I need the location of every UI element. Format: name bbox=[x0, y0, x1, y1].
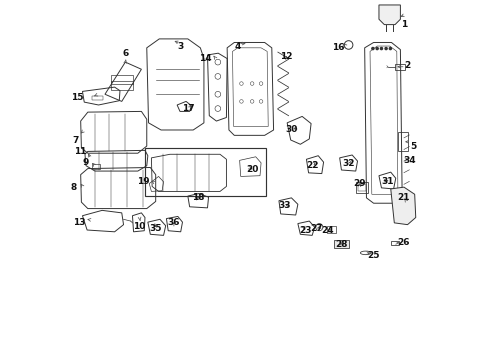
Text: 31: 31 bbox=[382, 177, 394, 186]
Text: 15: 15 bbox=[71, 93, 83, 102]
Text: 4: 4 bbox=[235, 41, 241, 50]
Text: 14: 14 bbox=[199, 54, 212, 63]
Text: 25: 25 bbox=[368, 251, 380, 260]
Text: 7: 7 bbox=[72, 136, 78, 145]
Text: 2: 2 bbox=[404, 61, 411, 70]
Text: 26: 26 bbox=[398, 238, 410, 247]
Bar bbox=[92, 96, 103, 100]
Text: 1: 1 bbox=[401, 20, 407, 29]
Circle shape bbox=[385, 48, 387, 50]
Circle shape bbox=[376, 48, 378, 50]
Text: 18: 18 bbox=[192, 193, 205, 202]
Text: 21: 21 bbox=[398, 193, 410, 202]
Circle shape bbox=[390, 48, 392, 50]
Text: 8: 8 bbox=[71, 183, 76, 192]
Text: 5: 5 bbox=[410, 141, 416, 150]
Text: 29: 29 bbox=[353, 179, 366, 188]
Text: 11: 11 bbox=[74, 147, 87, 156]
Bar bbox=[358, 184, 367, 191]
Bar bbox=[145, 148, 267, 196]
Text: 23: 23 bbox=[299, 225, 312, 234]
Text: 19: 19 bbox=[137, 177, 149, 186]
Text: 3: 3 bbox=[177, 41, 184, 50]
Text: 30: 30 bbox=[285, 126, 297, 135]
Bar bbox=[111, 81, 133, 90]
Bar bbox=[391, 241, 398, 245]
Polygon shape bbox=[379, 5, 400, 24]
Circle shape bbox=[380, 48, 383, 50]
Text: 13: 13 bbox=[73, 219, 85, 228]
Text: 36: 36 bbox=[167, 219, 180, 228]
Text: 16: 16 bbox=[332, 43, 344, 52]
Text: 9: 9 bbox=[83, 158, 89, 167]
Bar bbox=[398, 132, 408, 152]
Text: 27: 27 bbox=[310, 224, 323, 233]
Text: 24: 24 bbox=[321, 225, 334, 234]
Text: 20: 20 bbox=[246, 165, 258, 174]
Bar bbox=[92, 163, 100, 168]
Bar bbox=[395, 64, 405, 70]
Circle shape bbox=[372, 48, 374, 50]
Text: 28: 28 bbox=[335, 240, 348, 249]
Text: 32: 32 bbox=[343, 159, 355, 168]
Text: 17: 17 bbox=[181, 104, 194, 113]
Bar bbox=[111, 75, 133, 84]
Bar bbox=[356, 182, 368, 193]
Text: 22: 22 bbox=[307, 161, 319, 170]
Text: 34: 34 bbox=[403, 156, 416, 165]
Text: 33: 33 bbox=[278, 201, 291, 210]
Text: 35: 35 bbox=[149, 224, 162, 233]
Bar bbox=[327, 226, 336, 233]
Bar bbox=[334, 240, 348, 248]
Text: 12: 12 bbox=[280, 52, 293, 61]
Text: 10: 10 bbox=[133, 222, 146, 231]
Polygon shape bbox=[391, 187, 416, 225]
Text: 6: 6 bbox=[122, 49, 128, 58]
